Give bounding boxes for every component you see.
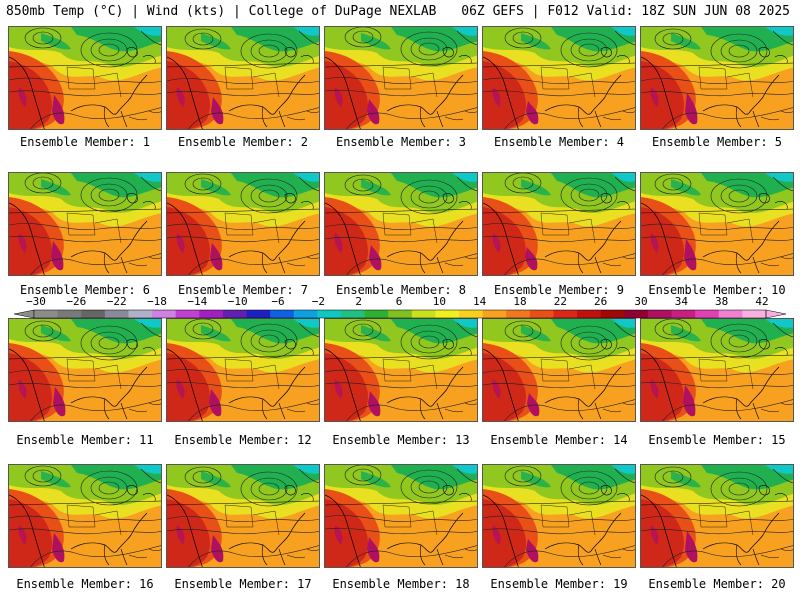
map-header: 850mb Temp (°C) | Wind (kts) | College o…: [0, 0, 800, 24]
colorbar-tick-label: −26: [66, 295, 87, 308]
colorbar-swatch: [199, 310, 224, 318]
colorbar-swatch: [411, 310, 436, 318]
colorbar-tick-label: 6: [395, 295, 403, 308]
colorbar-tick-label: 42: [755, 295, 769, 308]
colorbar-tick-label: −30: [26, 295, 46, 308]
colorbar-swatch: [671, 310, 696, 318]
colorbar-tick-label: −2: [311, 295, 325, 308]
ensemble-member-label: Ensemble Member: 1: [19, 135, 151, 149]
ensemble-member-label: Ensemble Member: 10: [648, 283, 786, 297]
ensemble-member-label: Ensemble Member: 8: [335, 283, 467, 297]
ensemble-member-map: [166, 26, 320, 130]
colorbar-tick-label: 30: [634, 295, 648, 308]
colorbar-tick-label: 10: [432, 295, 446, 308]
colorbar-swatch: [34, 310, 59, 318]
colorbar-swatch: [128, 310, 153, 318]
colorbar-tick-label: −10: [227, 295, 248, 308]
colorbar-swatch: [553, 310, 578, 318]
colorbar-swatch: [317, 310, 342, 318]
ensemble-member-label: Ensemble Member: 7: [177, 283, 309, 297]
colorbar-max-arrow: [765, 309, 787, 319]
ensemble-member-map: [640, 172, 794, 276]
colorbar-swatch: [293, 310, 318, 318]
ensemble-member-label: Ensemble Member: 12: [174, 433, 312, 447]
ensemble-member-map: [640, 464, 794, 568]
colorbar-tick-label: 34: [674, 295, 688, 308]
ensemble-member-label: Ensemble Member: 20: [648, 577, 786, 591]
colorbar-swatch: [104, 310, 129, 318]
colorbar-swatch: [482, 310, 507, 318]
colorbar-tick-label: −18: [147, 295, 167, 308]
colorbar-tick-label: 26: [594, 295, 608, 308]
ensemble-member-label: Ensemble Member: 5: [651, 135, 783, 149]
colorbar-swatch: [529, 310, 554, 318]
product-title: 850mb Temp (°C) | Wind (kts) | College o…: [6, 4, 437, 19]
ensemble-member-map: [8, 318, 162, 422]
colorbar-tick-label: −22: [106, 295, 127, 308]
ensemble-member-map: [166, 172, 320, 276]
ensemble-member-map: [482, 464, 636, 568]
colorbar-swatch: [81, 310, 106, 318]
ensemble-member-map: [482, 172, 636, 276]
colorbar-swatch: [388, 310, 413, 318]
colorbar-swatch: [152, 310, 177, 318]
colorbar-swatch: [695, 310, 720, 318]
ensemble-member-map: [482, 26, 636, 130]
colorbar-swatch: [57, 310, 82, 318]
colorbar-swatch: [175, 310, 200, 318]
ensemble-member-map: [324, 464, 478, 568]
ensemble-member-label: Ensemble Member: 16: [16, 577, 154, 591]
ensemble-member-label: Ensemble Member: 18: [332, 577, 470, 591]
ensemble-member-map: [324, 318, 478, 422]
colorbar-frame: [33, 309, 767, 319]
ensemble-member-label: Ensemble Member: 15: [648, 433, 786, 447]
ensemble-member-label: Ensemble Member: 6: [19, 283, 151, 297]
colorbar-swatch: [459, 310, 484, 318]
ensemble-member-label: Ensemble Member: 17: [174, 577, 312, 591]
colorbar-swatch: [624, 310, 649, 318]
colorbar-swatch: [270, 310, 295, 318]
colorbar-swatch: [435, 310, 460, 318]
colorbar-swatch: [577, 310, 602, 318]
colorbar-tick-label: −14: [187, 295, 208, 308]
colorbar-min-arrow: [13, 309, 35, 319]
valid-time: 06Z GEFS | F012 Valid: 18Z SUN JUN 08 20…: [461, 4, 790, 19]
ensemble-member-map: [166, 464, 320, 568]
ensemble-member-map: [166, 318, 320, 422]
ensemble-member-map: [8, 464, 162, 568]
ensemble-member-map: [324, 26, 478, 130]
ensemble-member-label: Ensemble Member: 13: [332, 433, 470, 447]
colorbar-swatch: [718, 310, 743, 318]
colorbar-swatch: [742, 310, 767, 318]
ensemble-member-map: [8, 26, 162, 130]
colorbar-tick-label: −6: [271, 295, 285, 308]
colorbar-swatch: [340, 310, 366, 318]
ensemble-member-map: [8, 172, 162, 276]
ensemble-member-label: Ensemble Member: 11: [16, 433, 154, 447]
ensemble-member-map: [640, 318, 794, 422]
colorbar-swatch: [222, 310, 248, 318]
ensemble-member-label: Ensemble Member: 2: [177, 135, 309, 149]
colorbar-tick-label: 38: [715, 295, 729, 308]
ensemble-member-label: Ensemble Member: 14: [490, 433, 628, 447]
colorbar-swatch: [600, 310, 625, 318]
ensemble-member-map: [324, 172, 478, 276]
ensemble-member-label: Ensemble Member: 3: [335, 135, 467, 149]
temperature-colorbar: −30 −26 −22 −18 −14 −10 −6 −2 2 6 10 14 18 22 26 30 34 38…: [0, 296, 800, 320]
ensemble-member-label: Ensemble Member: 9: [493, 283, 625, 297]
ensemble-member-map: [640, 26, 794, 130]
colorbar-swatch: [506, 310, 531, 318]
ensemble-member-label: Ensemble Member: 19: [490, 577, 628, 591]
colorbar-tick-label: 22: [553, 295, 567, 308]
ensemble-member-map: [482, 318, 636, 422]
colorbar-tick-label: 2: [355, 295, 362, 308]
colorbar-tick-label: 18: [513, 295, 527, 308]
colorbar-swatch: [647, 310, 673, 318]
colorbar-swatch: [364, 310, 389, 318]
colorbar-scale: [13, 309, 787, 319]
ensemble-member-label: Ensemble Member: 4: [493, 135, 625, 149]
colorbar-tick-label: 14: [473, 295, 487, 308]
colorbar-swatch: [246, 310, 271, 318]
